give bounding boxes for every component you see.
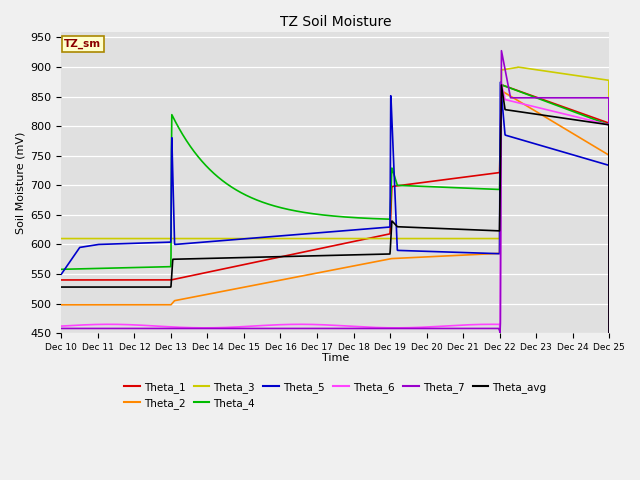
Theta_5 bbox=[58, 271, 65, 277]
Theta_4 bbox=[309, 211, 317, 216]
Theta_5 bbox=[324, 229, 332, 235]
Line: Theta_4: Theta_4 bbox=[61, 85, 609, 480]
Theta_4 bbox=[589, 116, 597, 122]
Theta_1 bbox=[589, 115, 597, 120]
Theta_3 bbox=[589, 75, 597, 81]
Line: Theta_6: Theta_6 bbox=[61, 83, 609, 480]
Theta_5 bbox=[497, 79, 504, 85]
Theta_5 bbox=[589, 158, 597, 164]
Theta_5 bbox=[489, 251, 497, 256]
Theta_4 bbox=[86, 266, 93, 272]
Theta_2 bbox=[498, 88, 506, 94]
Theta_3 bbox=[309, 236, 317, 241]
Theta_2 bbox=[86, 302, 93, 308]
Theta_3 bbox=[86, 236, 93, 241]
Line: Theta_7: Theta_7 bbox=[61, 51, 609, 480]
Theta_avg bbox=[498, 82, 506, 88]
Theta_2 bbox=[309, 271, 317, 276]
Theta_7 bbox=[489, 325, 497, 331]
Theta_3 bbox=[514, 64, 522, 70]
Theta_1 bbox=[324, 244, 332, 250]
Theta_3 bbox=[489, 236, 497, 241]
Theta_1 bbox=[489, 170, 497, 176]
Theta_4 bbox=[324, 213, 332, 218]
Line: Theta_avg: Theta_avg bbox=[61, 85, 609, 480]
Theta_6 bbox=[589, 118, 597, 124]
Theta_5 bbox=[309, 230, 317, 236]
Theta_4 bbox=[498, 82, 506, 88]
Theta_2 bbox=[489, 251, 497, 257]
Theta_6 bbox=[309, 322, 317, 327]
X-axis label: Time: Time bbox=[322, 353, 349, 363]
Text: TZ_sm: TZ_sm bbox=[64, 39, 101, 49]
Theta_2 bbox=[589, 143, 597, 149]
Theta_2 bbox=[589, 143, 597, 149]
Theta_avg bbox=[589, 120, 597, 125]
Legend: Theta_1, Theta_2, Theta_3, Theta_4, Theta_5, Theta_6, Theta_7, Theta_avg: Theta_1, Theta_2, Theta_3, Theta_4, Thet… bbox=[120, 378, 551, 413]
Theta_1 bbox=[58, 277, 65, 283]
Theta_7 bbox=[324, 325, 332, 331]
Theta_6 bbox=[497, 80, 505, 85]
Theta_avg bbox=[86, 284, 93, 290]
Theta_1 bbox=[498, 82, 506, 88]
Theta_6 bbox=[489, 322, 497, 327]
Theta_avg bbox=[309, 253, 317, 259]
Theta_4 bbox=[589, 116, 597, 122]
Theta_3 bbox=[58, 236, 65, 241]
Theta_4 bbox=[58, 266, 65, 272]
Theta_7 bbox=[86, 325, 93, 331]
Theta_7 bbox=[58, 325, 65, 331]
Line: Theta_1: Theta_1 bbox=[61, 85, 609, 480]
Y-axis label: Soil Moisture (mV): Soil Moisture (mV) bbox=[15, 131, 25, 234]
Title: TZ Soil Moisture: TZ Soil Moisture bbox=[280, 15, 391, 29]
Line: Theta_2: Theta_2 bbox=[61, 91, 609, 480]
Theta_5 bbox=[86, 243, 93, 249]
Theta_2 bbox=[324, 268, 332, 274]
Theta_6 bbox=[589, 118, 597, 124]
Theta_1 bbox=[86, 277, 93, 283]
Theta_7 bbox=[309, 325, 317, 331]
Theta_6 bbox=[324, 322, 332, 328]
Theta_avg bbox=[589, 120, 597, 125]
Theta_7 bbox=[498, 48, 506, 54]
Theta_7 bbox=[589, 95, 597, 101]
Theta_5 bbox=[589, 158, 597, 164]
Theta_avg bbox=[324, 252, 332, 258]
Theta_4 bbox=[489, 186, 497, 192]
Theta_6 bbox=[86, 322, 93, 327]
Theta_3 bbox=[324, 236, 332, 241]
Theta_7 bbox=[589, 95, 597, 101]
Theta_1 bbox=[589, 115, 597, 120]
Theta_avg bbox=[58, 284, 65, 290]
Line: Theta_3: Theta_3 bbox=[61, 67, 609, 480]
Theta_1 bbox=[309, 247, 317, 253]
Theta_6 bbox=[58, 323, 65, 329]
Line: Theta_5: Theta_5 bbox=[61, 82, 609, 480]
Theta_3 bbox=[589, 75, 597, 81]
Theta_avg bbox=[489, 228, 497, 233]
Theta_2 bbox=[58, 302, 65, 308]
